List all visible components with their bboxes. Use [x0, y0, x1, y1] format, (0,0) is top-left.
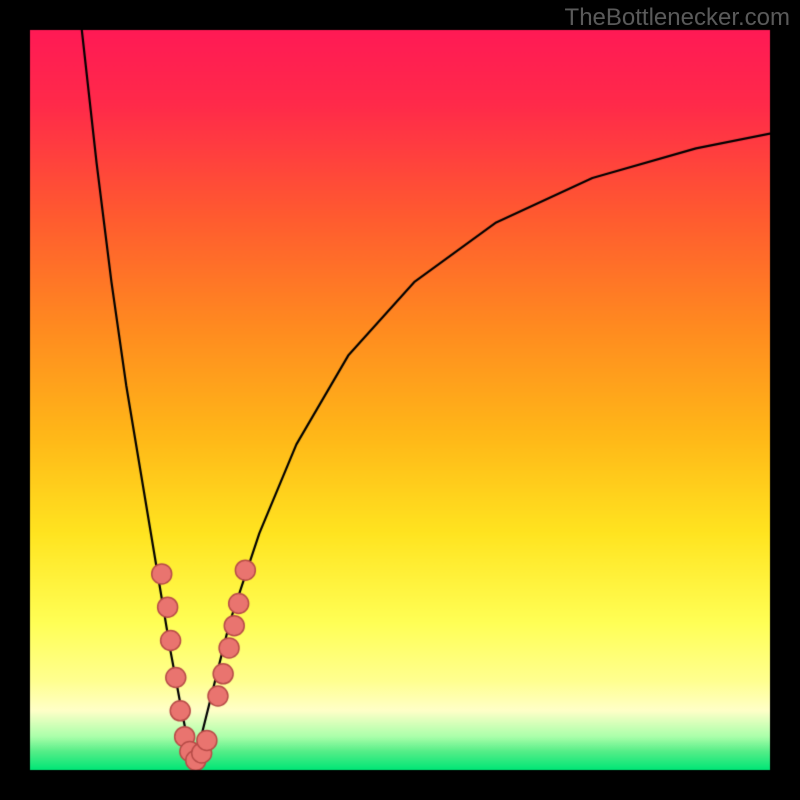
bottleneck-heatmap-chart: [0, 0, 800, 800]
chart-stage: TheBottlenecker.com: [0, 0, 800, 800]
